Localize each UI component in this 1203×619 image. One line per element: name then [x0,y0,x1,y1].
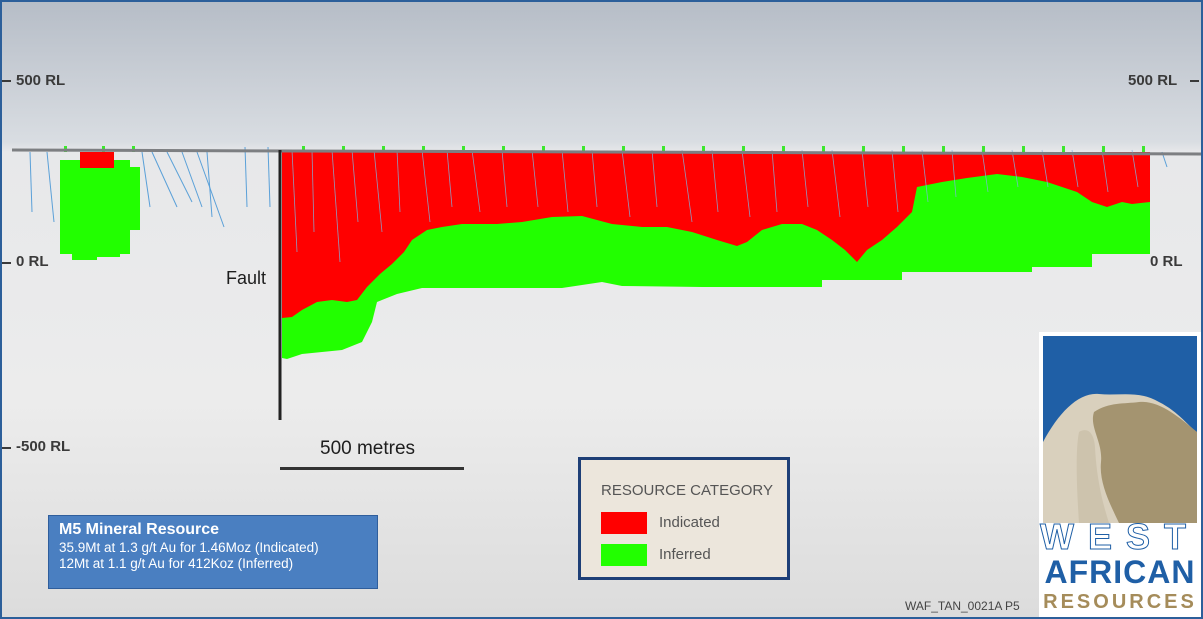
scale-bar-label: 500 metres [320,438,416,459]
resource-summary-line-inferred: 12Mt at 1.1 g/t Au for 412Koz (Inferred) [59,556,294,571]
scale-bar [280,467,464,470]
drillholes-main [291,149,1139,263]
legend-label-indicated: Indicated [659,514,720,531]
legend-swatch-indicated [601,512,647,534]
left-orebody [60,152,140,260]
logo-text-west: WEST [1040,516,1200,557]
left-inferred-zone [60,160,140,260]
resource-summary-title: M5 Mineral Resource [59,521,220,538]
drillholes-left [29,146,1168,228]
rl-tick-left-500 [2,80,11,82]
elevation-label-0-left: 0 RL [16,253,49,270]
logo-text-resources: RESOURCES [1043,591,1197,613]
resource-summary-line-indicated: 35.9Mt at 1.3 g/t Au for 1.46Moz (Indica… [59,540,319,555]
rl-tick-left-0 [2,262,11,264]
legend-label-inferred: Inferred [659,546,711,563]
logo-mountain-graphic [1043,336,1197,523]
company-logo: WEST AFRICAN RESOURCES [1039,332,1201,617]
elevation-label-500-right: 500 RL [1128,72,1178,89]
legend-box: RESOURCE CATEGORY Indicated Inferred [578,457,790,580]
rl-tick-left-minus500 [2,447,11,449]
elevation-label-minus500-left: -500 RL [16,438,71,455]
rl-tick-right-500 [1190,80,1199,82]
document-code: WAF_TAN_0021A P5 [905,599,1020,613]
main-indicated-zone [282,152,1150,318]
left-indicated-zone [80,152,114,168]
resource-summary-box: M5 Mineral Resource 35.9Mt at 1.3 g/t Au… [48,515,378,589]
elevation-label-0-right: 0 RL [1150,253,1183,270]
legend-title: RESOURCE CATEGORY [601,482,773,499]
fault-label: Fault [226,268,267,288]
legend-swatch-inferred [601,544,647,566]
elevation-label-500-left: 500 RL [16,72,66,89]
logo-text-african: AFRICAN [1044,554,1196,590]
ground-surface-line [11,148,1201,156]
